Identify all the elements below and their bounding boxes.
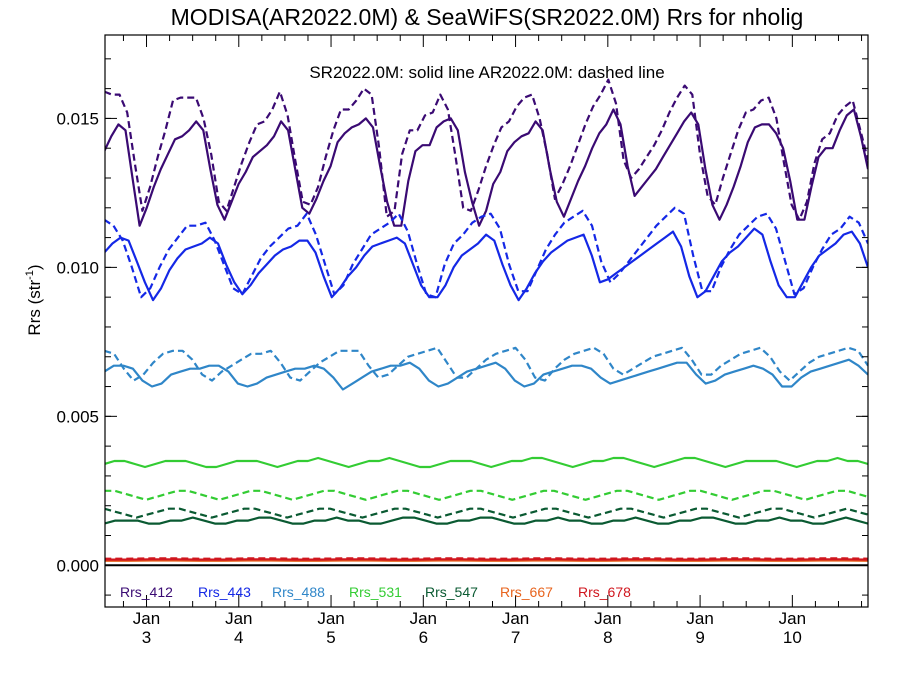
series-line-rrs-547-dashed [105,507,868,519]
legend-item-rrs-488: Rrs_488 [272,584,325,600]
y-axis-label-close: ) [25,264,44,270]
x-tick-label-year: 10 [783,628,802,647]
y-axis-label: Rrs (str-1) [24,264,44,335]
plot-frame [104,34,869,608]
x-tick-label-month: Jan [502,609,529,628]
x-tick-label-month: Jan [779,609,806,628]
x-tick-label-month: Jan [410,609,437,628]
x-tick-label-month: Jan [686,609,713,628]
x-tick-label-year: 5 [326,628,335,647]
x-tick-label-year: 8 [603,628,612,647]
legend-item-rrs-531: Rrs_531 [349,584,402,600]
y-axis-label-superscript: -1 [24,270,36,280]
x-tick-label-month: Jan [594,609,621,628]
y-tick-label: 0.015 [56,109,99,128]
series-line-rrs-412-solid [105,108,868,227]
series-line-rrs-443-dashed [105,206,868,299]
y-tick-label: 0.000 [56,556,99,575]
legend-item-rrs-412: Rrs_412 [120,584,173,600]
legend: Rrs_412 Rrs_443 Rrs_488 Rrs_531 Rrs_547 Rrs_6… [120,584,631,600]
y-axis-label-main: Rrs (str [25,280,44,336]
series-line-rrs-412-dashed [105,78,868,221]
x-tick-label-year: 6 [419,628,428,647]
series-line-rrs-531-dashed [105,489,868,501]
series-group [105,78,868,567]
x-tick-label-year: 3 [142,628,151,647]
series-line-rrs-547-solid [105,516,868,525]
plot-area [105,78,868,567]
x-tick-label-month: Jan [225,609,252,628]
chart-title: MODISA(AR2022.0M) & SeaWiFS(SR2022.0M) R… [171,4,804,30]
series-line-rrs-531-solid [105,456,868,469]
x-tick-label-month: Jan [317,609,344,628]
x-tick-label-year: 4 [234,628,243,647]
legend-item-rrs-443: Rrs_443 [198,584,251,600]
line-style-annotation: SR2022.0M: solid line AR2022.0M: dashed … [309,63,664,82]
legend-item-rrs-547: Rrs_547 [425,584,478,600]
y-tick-label: 0.005 [56,407,99,426]
series-line-rrs-488-dashed [105,346,868,382]
legend-item-rrs-667: Rrs_667 [500,584,553,600]
series-line-rrs-488-solid [105,358,868,391]
legend-item-rrs-678: Rrs_678 [578,584,631,600]
axes: 0.0000.0050.0100.015Jan3Jan4Jan5Jan6Jan7… [56,34,869,647]
y-tick-label: 0.010 [56,258,99,277]
x-tick-label-month: Jan [133,609,160,628]
x-tick-label-year: 7 [511,628,520,647]
series-line-rrs-443-solid [105,227,868,302]
x-tick-label-year: 9 [695,628,704,647]
